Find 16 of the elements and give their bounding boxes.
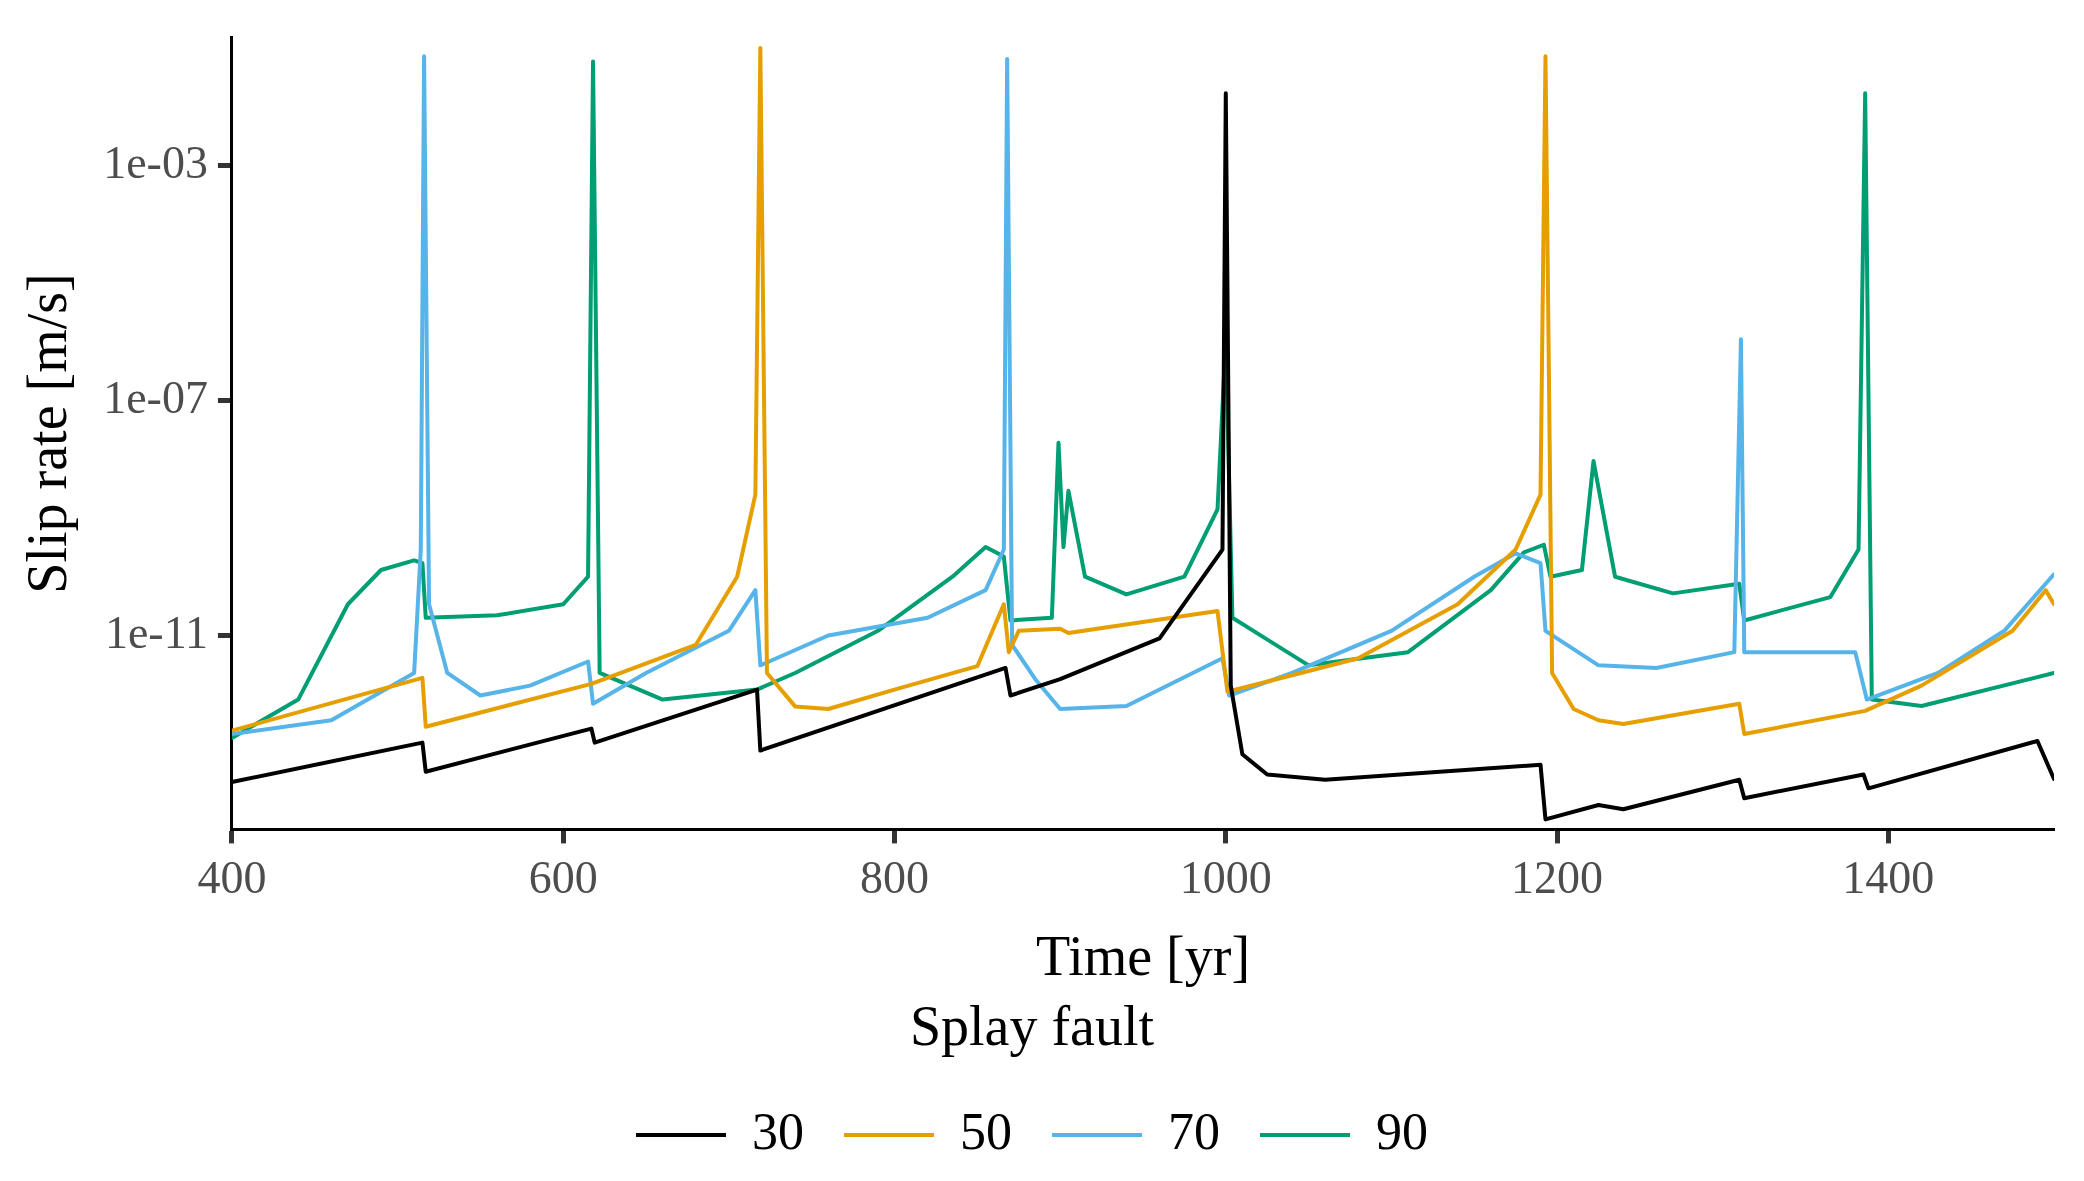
legend-label: 30 [752, 1102, 804, 1160]
legend-label: 70 [1168, 1102, 1220, 1160]
legend-title: Splay fault [909, 994, 1155, 1057]
y-tick-label: 1e-03 [103, 136, 208, 188]
x-axis-title: Time [yr] [1035, 924, 1251, 987]
x-tick-label: 1200 [1511, 852, 1604, 904]
x-tick-label: 800 [860, 852, 929, 904]
x-tick-label: 600 [528, 852, 598, 904]
y-tick-label: 1e-07 [103, 371, 208, 423]
y-tick-label: 1e-11 [104, 606, 208, 658]
x-tick-label: 1400 [1842, 852, 1935, 904]
legend-label: 50 [960, 1102, 1012, 1160]
legend-label: 90 [1376, 1102, 1428, 1160]
x-tick-label: 400 [197, 852, 267, 904]
y-axis-title: Slip rate [m/s] [16, 273, 79, 594]
x-tick-label: 1000 [1179, 852, 1272, 904]
